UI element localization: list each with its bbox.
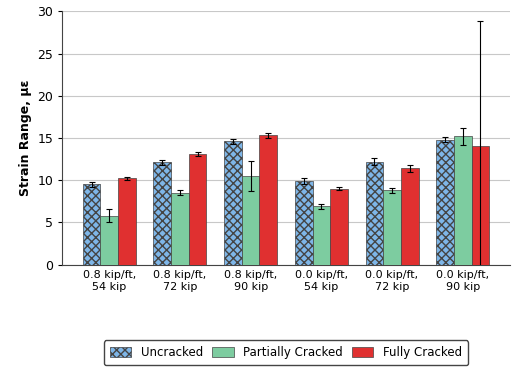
Bar	[313, 206, 330, 265]
Bar	[454, 136, 472, 265]
Bar	[366, 162, 383, 265]
Bar	[401, 168, 419, 265]
Bar	[224, 141, 242, 265]
Bar	[242, 176, 259, 265]
Bar	[330, 189, 348, 265]
Y-axis label: Strain Range, με: Strain Range, με	[19, 80, 32, 196]
Bar	[436, 139, 454, 265]
Bar	[259, 135, 277, 265]
Bar	[153, 163, 171, 265]
Bar	[472, 146, 489, 265]
Bar	[189, 154, 206, 265]
Bar	[100, 215, 118, 265]
Bar	[295, 181, 313, 265]
Bar	[83, 184, 100, 265]
Bar	[118, 178, 136, 265]
Legend: Uncracked, Partially Cracked, Fully Cracked: Uncracked, Partially Cracked, Fully Crac…	[104, 340, 468, 365]
Bar	[171, 193, 189, 265]
Bar	[383, 190, 401, 265]
